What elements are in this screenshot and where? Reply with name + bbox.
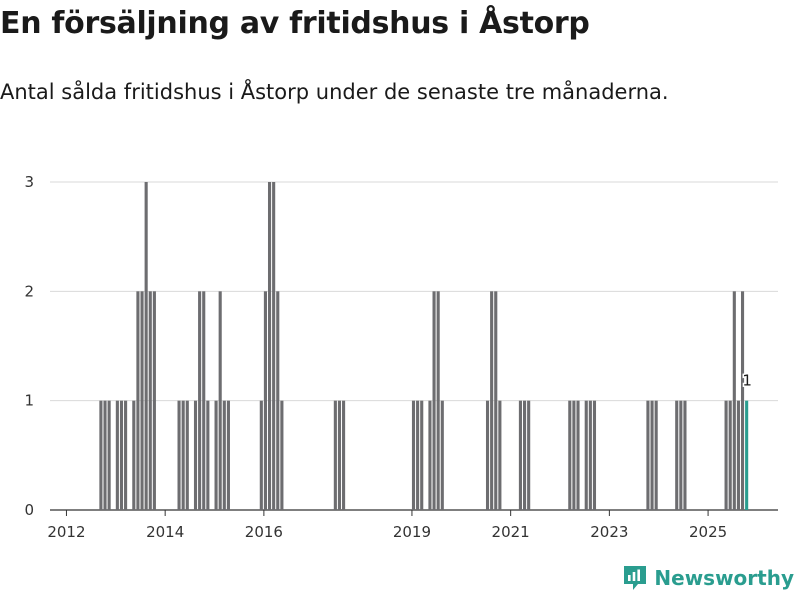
value-labels: 1 — [741, 370, 754, 391]
y-tick-label: 0 — [24, 501, 34, 519]
bar — [498, 400, 502, 510]
bar-series — [99, 182, 749, 510]
bar — [99, 400, 103, 510]
bar — [177, 400, 181, 510]
bar — [732, 291, 736, 510]
bar — [650, 400, 654, 510]
bar — [107, 400, 111, 510]
bar — [679, 400, 683, 510]
bar — [494, 291, 498, 510]
bar — [222, 400, 226, 510]
x-tick-label: 2012 — [47, 523, 85, 541]
page-subtitle: Antal sålda fritidshus i Åstorp under de… — [0, 80, 669, 104]
bar — [119, 400, 124, 510]
y-axis: 0 1 2 3 — [24, 173, 34, 519]
bar — [440, 400, 444, 510]
bar — [485, 400, 490, 510]
bar — [115, 400, 119, 510]
bar — [272, 182, 276, 510]
bar — [518, 400, 522, 510]
x-tick-label: 2025 — [689, 523, 727, 541]
x-tick-label: 2019 — [393, 523, 431, 541]
bar — [654, 400, 658, 510]
bar — [214, 400, 218, 510]
bar — [148, 291, 152, 510]
bar — [337, 400, 342, 510]
bar — [206, 400, 210, 510]
bar — [140, 291, 144, 510]
bar — [185, 400, 189, 510]
bar — [263, 291, 267, 510]
bar — [136, 291, 140, 510]
bar — [276, 291, 280, 510]
bar — [646, 400, 650, 510]
page-title: En försäljning av fritidshus i Åstorp — [0, 6, 590, 41]
bar — [675, 400, 679, 510]
newsworthy-logo-icon — [624, 566, 647, 590]
bar — [736, 400, 740, 510]
bar — [193, 400, 198, 510]
brand-logo: Newsworthy — [622, 564, 794, 592]
bar — [103, 400, 107, 510]
bar — [226, 400, 230, 510]
highlight-value-label: 1 — [742, 372, 752, 390]
bar — [576, 400, 580, 510]
bar — [342, 400, 346, 510]
bar — [259, 400, 263, 510]
bar — [522, 400, 527, 510]
highlighted-bar — [745, 400, 749, 510]
bar — [683, 400, 687, 510]
y-tick-label: 3 — [24, 173, 34, 191]
bar — [267, 182, 272, 510]
y-tick-label: 2 — [24, 282, 34, 300]
bar — [198, 291, 202, 510]
bar — [436, 291, 440, 510]
bar — [416, 400, 420, 510]
bar — [144, 182, 148, 510]
bar — [333, 400, 337, 510]
bar — [592, 400, 597, 510]
x-tick-label: 2023 — [590, 523, 628, 541]
bar — [124, 400, 128, 510]
bar — [218, 291, 222, 510]
bar — [181, 400, 185, 510]
x-tick-label: 2014 — [146, 523, 184, 541]
bar — [428, 400, 432, 510]
bar — [411, 400, 416, 510]
y-tick-label: 1 — [24, 392, 34, 410]
bar — [202, 291, 206, 510]
x-tick-label: 2016 — [245, 523, 283, 541]
brand-name: Newsworthy — [654, 566, 794, 590]
bar — [572, 400, 576, 510]
bar — [132, 400, 136, 510]
x-tick-label: 2021 — [492, 523, 530, 541]
bar — [280, 400, 284, 510]
bar — [420, 400, 424, 510]
bar — [527, 400, 531, 510]
bar — [728, 400, 732, 510]
bar — [568, 400, 572, 510]
bar — [724, 400, 728, 510]
bar — [588, 400, 592, 510]
x-axis: 2012 2014 2016 2019 2021 2023 2025 — [47, 510, 727, 541]
bar — [740, 291, 745, 510]
bar — [432, 291, 436, 510]
bar — [584, 400, 588, 510]
bar — [490, 291, 494, 510]
bar — [152, 291, 156, 510]
